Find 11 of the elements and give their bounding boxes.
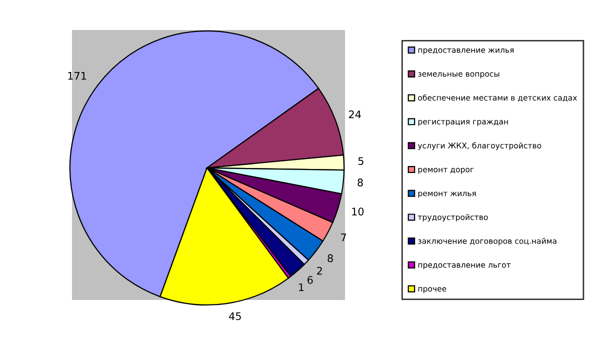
data-label: 171: [68, 72, 86, 80]
data-label: 2: [317, 266, 322, 275]
data-label: 5: [358, 157, 364, 166]
data-label: 10: [352, 208, 364, 216]
data-label: 6: [308, 276, 313, 284]
data-label: 45: [229, 312, 241, 320]
data-label: 8: [328, 254, 333, 262]
data-label: 8: [358, 178, 363, 186]
data-label: 1: [299, 283, 304, 292]
data-label: 24: [349, 110, 361, 118]
data-label: 7: [341, 234, 346, 242]
